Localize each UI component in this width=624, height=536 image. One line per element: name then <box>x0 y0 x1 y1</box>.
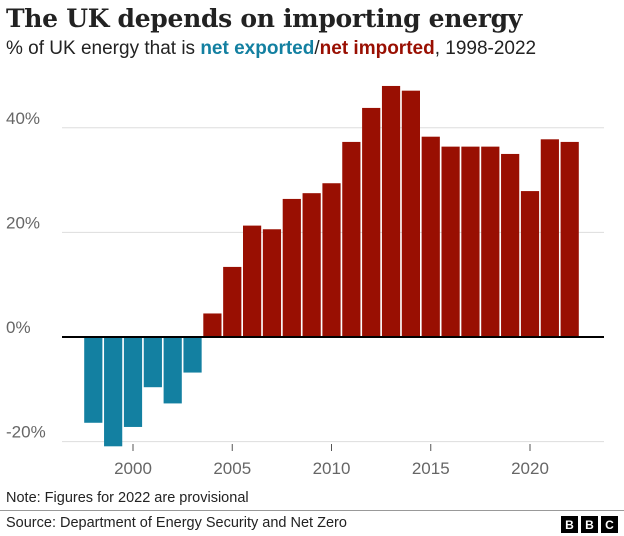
chart-title: The UK depends on importing energy <box>6 4 523 33</box>
bar-2018 <box>481 146 500 337</box>
x-tick-label: 2015 <box>412 459 450 478</box>
subtitle-exported: net exported <box>200 38 315 59</box>
bar-2003 <box>183 337 202 373</box>
bar-2001 <box>143 337 162 388</box>
bar-2000 <box>123 337 143 427</box>
bar-2012 <box>362 107 381 338</box>
chart-note: Note: Figures for 2022 are provisional <box>6 490 249 506</box>
bar-2007 <box>262 229 282 337</box>
bar-2022 <box>560 141 579 337</box>
bar-1999 <box>104 337 123 447</box>
bar-2011 <box>342 141 361 337</box>
bar-2008 <box>282 198 301 337</box>
subtitle-sep: / <box>314 38 320 59</box>
chart-subtitle: % of UK energy that is net exported/net … <box>6 38 536 60</box>
bar-2013 <box>381 85 401 338</box>
bar-2010 <box>322 183 341 337</box>
x-tick-label: 2010 <box>313 459 351 478</box>
x-tick-label: 2020 <box>511 459 549 478</box>
y-tick-label: 40% <box>6 109 40 128</box>
y-tick-label: 0% <box>6 318 31 337</box>
y-tick-label: 20% <box>6 213 40 232</box>
divider <box>0 510 624 511</box>
bar-2016 <box>441 146 460 337</box>
bar-2006 <box>243 225 262 337</box>
bar-2015 <box>421 136 440 337</box>
bar-2002 <box>163 337 182 404</box>
bar-1998 <box>84 337 103 423</box>
bar-2005 <box>223 266 242 337</box>
bar-2020 <box>520 191 540 337</box>
y-tick-label: -20% <box>6 423 46 442</box>
x-tick-label: 2000 <box>114 459 152 478</box>
chart-source: Source: Department of Energy Security an… <box>6 515 347 531</box>
bar-2019 <box>501 153 520 337</box>
subtitle-imported: net imported <box>319 38 435 59</box>
bar-2009 <box>302 193 321 337</box>
bar-2017 <box>461 146 480 337</box>
bar-2021 <box>540 139 559 337</box>
subtitle-prefix: % of UK energy that is <box>6 38 201 59</box>
x-tick-label: 2005 <box>213 459 251 478</box>
subtitle-suffix: , 1998-2022 <box>434 38 537 59</box>
bar-2004 <box>203 313 222 337</box>
bar-2014 <box>401 90 420 338</box>
